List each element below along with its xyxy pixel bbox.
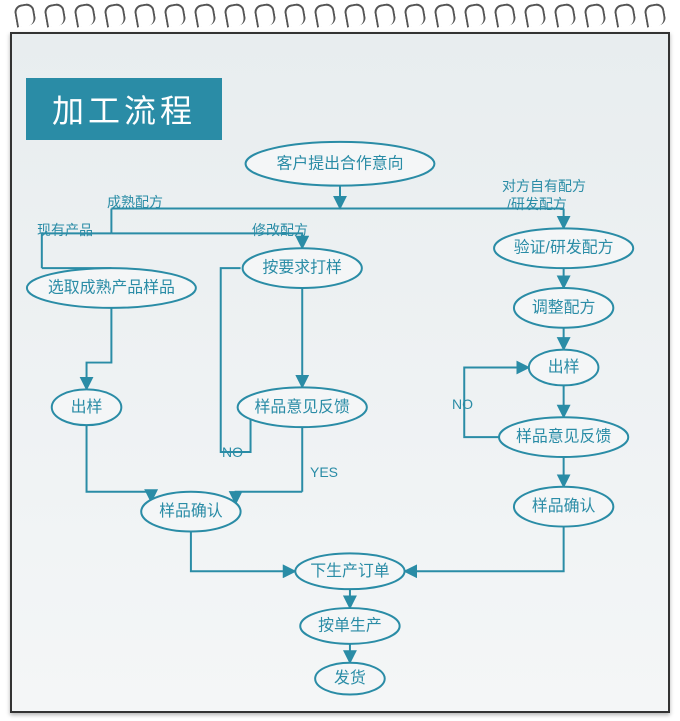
flow-node-label: 样品确认: [532, 497, 596, 515]
edge-label: 成熟配方: [107, 192, 163, 212]
flow-node-label: 样品意见反馈: [516, 427, 611, 446]
flow-node-label: 样品确认: [159, 502, 223, 520]
flow-node-label: 下生产订单: [310, 562, 390, 580]
flow-node-label: 发货: [334, 669, 366, 687]
flow-node-label: 出样: [71, 398, 103, 416]
flow-node-label: 客户提出合作意向: [276, 153, 403, 172]
page-root: 加工流程 客户提出合作意向验证/研发配方调整配方出样样品意见反馈样品确认按要求打…: [0, 0, 680, 721]
edge-label: 现有产品: [37, 220, 93, 240]
flow-edge: [191, 532, 295, 572]
edge-label: YES: [310, 464, 338, 480]
flow-edge: [405, 527, 564, 572]
content-frame: 加工流程 客户提出合作意向验证/研发配方调整配方出样样品意见反馈样品确认按要求打…: [10, 32, 670, 713]
spiral-binding: [0, 0, 680, 30]
edge-label: NO: [222, 444, 243, 460]
edge-label: 修改配方: [252, 220, 308, 240]
flow-node-label: 调整配方: [532, 298, 596, 316]
edge-label: 对方自有配方: [502, 176, 586, 196]
flow-node-label: 按要求打样: [263, 259, 343, 277]
flow-edge: [221, 268, 251, 452]
flow-edge: [236, 492, 303, 504]
flowchart-canvas: 客户提出合作意向验证/研发配方调整配方出样样品意见反馈样品确认按要求打样样品意见…: [12, 34, 668, 711]
flow-edge: [87, 425, 152, 502]
edge-label: NO: [452, 396, 473, 412]
flow-node-label: 选取成熟产品样品: [48, 279, 175, 297]
flow-node-label: 样品意见反馈: [255, 397, 350, 416]
flow-node-label: 验证/研发配方: [514, 239, 614, 257]
flow-edge: [87, 308, 112, 390]
flow-node-label: 出样: [548, 358, 580, 376]
edge-label: /研发配方: [507, 194, 567, 214]
flow-node-label: 按单生产: [318, 616, 382, 634]
